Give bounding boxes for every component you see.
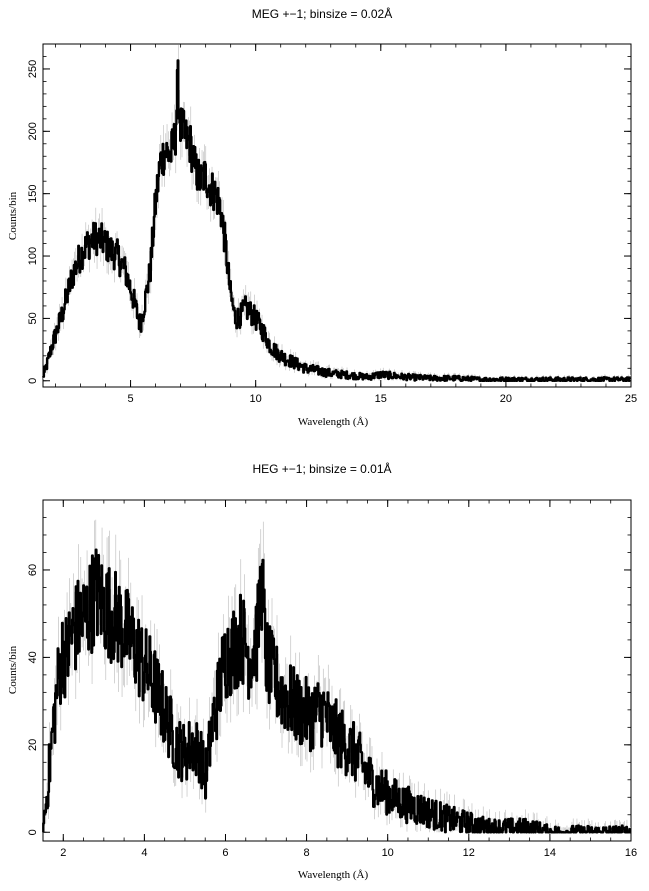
meg-error-bars <box>43 45 631 381</box>
heg-x-tick-label: 8 <box>304 847 310 859</box>
meg-y-tick-label: 200 <box>27 122 39 140</box>
meg-y-tick-label: 250 <box>27 60 39 78</box>
heg-x-axis-label: Wavelength (Å) <box>298 869 369 881</box>
heg-y-tick-label: 60 <box>27 564 39 576</box>
heg-y-tick-label: 0 <box>27 829 39 835</box>
heg-x-tick-label: 2 <box>60 847 66 859</box>
heg-y-tick-label: 40 <box>27 651 39 663</box>
heg-x-tick-label: 6 <box>222 847 228 859</box>
meg-x-tick-label: 20 <box>500 393 512 405</box>
heg-y-axis-label: Counts/bin <box>7 645 19 694</box>
meg-title: MEG +−1; binsize = 0.02Å <box>252 6 392 21</box>
heg-x-tick-label: 14 <box>544 847 556 859</box>
meg-panel: MEG +−1; binsize = 0.02Å 5 10 15 20 25050100… <box>7 6 637 428</box>
heg-series-line <box>42 548 632 834</box>
meg-y-tick-label: 50 <box>27 312 39 324</box>
meg-y-axis-label: Counts/bin <box>7 191 19 240</box>
meg-y-tick-label: 100 <box>27 247 39 265</box>
heg-x-tick-label: 12 <box>463 847 475 859</box>
heg-ticks: 2 4 6 8 10 12 14 16 0 20 40 60 <box>27 499 637 859</box>
heg-y-tick-label: 20 <box>27 739 39 751</box>
heg-plot-frame <box>42 499 632 842</box>
meg-x-tick-label: 5 <box>128 393 134 405</box>
heg-x-tick-label: 10 <box>382 847 394 859</box>
heg-error-bars <box>43 519 631 833</box>
meg-x-tick-label: 15 <box>375 393 387 405</box>
meg-x-axis-label: Wavelength (Å) <box>298 416 369 428</box>
meg-y-tick-label: 0 <box>27 378 39 384</box>
heg-panel: HEG +−1; binsize = 0.01Å 2 4 6 8 10 12 14 16 0 20… <box>7 461 637 881</box>
heg-title: HEG +−1; binsize = 0.01Å <box>252 461 391 476</box>
meg-x-tick-label: 10 <box>250 393 262 405</box>
meg-series-line <box>42 59 632 382</box>
meg-plot-frame <box>42 43 632 388</box>
meg-x-tick-label: 25 <box>625 393 637 405</box>
heg-x-tick-label: 4 <box>141 847 147 859</box>
meg-y-tick-label: 150 <box>27 184 39 202</box>
heg-x-tick-label: 16 <box>625 847 637 859</box>
